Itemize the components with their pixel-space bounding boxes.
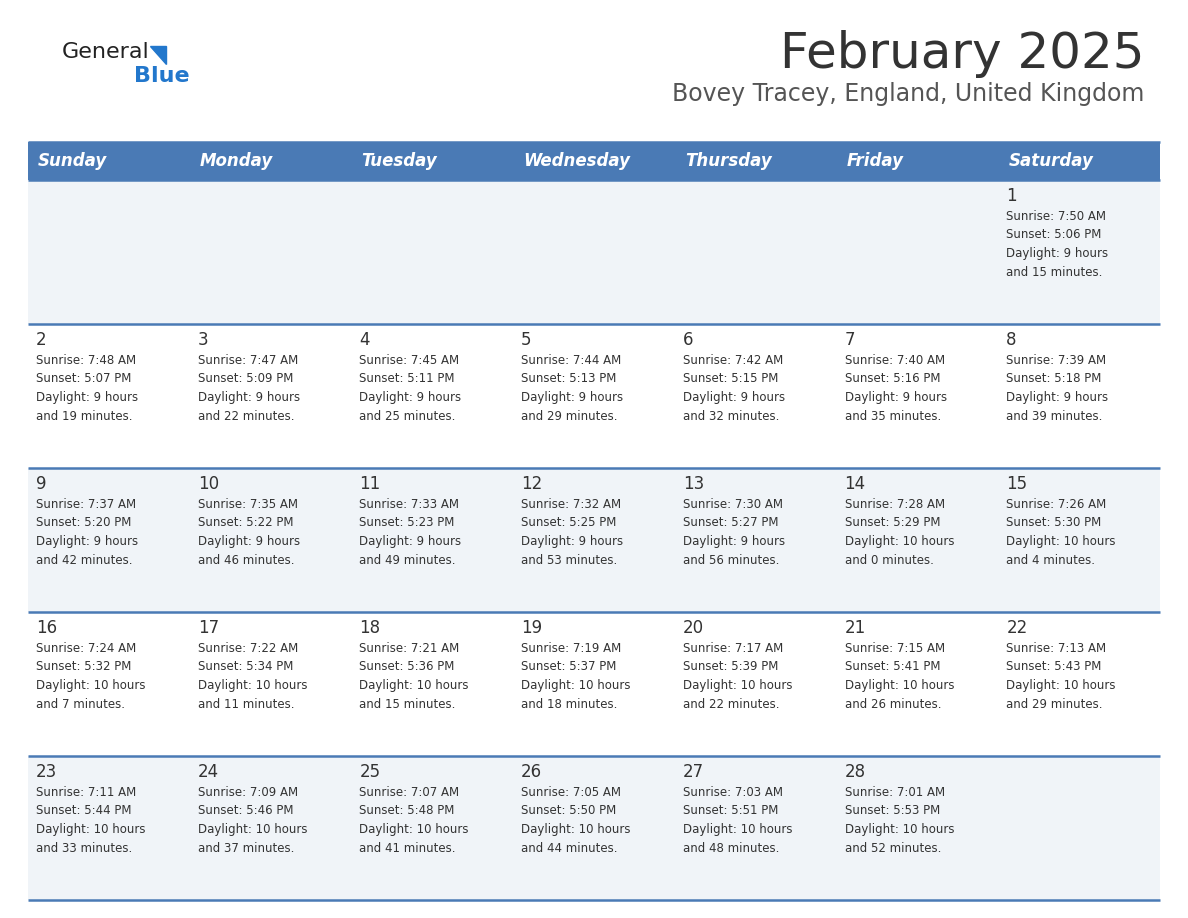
Text: Sunrise: 7:32 AM
Sunset: 5:25 PM
Daylight: 9 hours
and 53 minutes.: Sunrise: 7:32 AM Sunset: 5:25 PM Dayligh… (522, 498, 624, 566)
Bar (352, 142, 513, 180)
Text: 26: 26 (522, 763, 542, 781)
Text: Sunrise: 7:05 AM
Sunset: 5:50 PM
Daylight: 10 hours
and 44 minutes.: Sunrise: 7:05 AM Sunset: 5:50 PM Dayligh… (522, 786, 631, 855)
Text: Sunrise: 7:11 AM
Sunset: 5:44 PM
Daylight: 10 hours
and 33 minutes.: Sunrise: 7:11 AM Sunset: 5:44 PM Dayligh… (36, 786, 145, 855)
Bar (29, 756, 1159, 900)
Text: 22: 22 (1006, 619, 1028, 637)
Text: 15: 15 (1006, 475, 1028, 493)
Text: Sunrise: 7:50 AM
Sunset: 5:06 PM
Daylight: 9 hours
and 15 minutes.: Sunrise: 7:50 AM Sunset: 5:06 PM Dayligh… (1006, 210, 1108, 278)
Text: Blue: Blue (134, 66, 190, 86)
Text: 3: 3 (197, 331, 208, 349)
Text: Sunday: Sunday (38, 152, 107, 170)
Text: Saturday: Saturday (1009, 152, 1093, 170)
Text: Sunrise: 7:42 AM
Sunset: 5:15 PM
Daylight: 9 hours
and 32 minutes.: Sunrise: 7:42 AM Sunset: 5:15 PM Dayligh… (683, 354, 785, 422)
Text: Sunrise: 7:19 AM
Sunset: 5:37 PM
Daylight: 10 hours
and 18 minutes.: Sunrise: 7:19 AM Sunset: 5:37 PM Dayligh… (522, 642, 631, 711)
Text: Friday: Friday (847, 152, 904, 170)
Polygon shape (150, 46, 166, 64)
Text: 16: 16 (36, 619, 57, 637)
Text: Sunrise: 7:33 AM
Sunset: 5:23 PM
Daylight: 9 hours
and 49 minutes.: Sunrise: 7:33 AM Sunset: 5:23 PM Dayligh… (360, 498, 462, 566)
Text: Tuesday: Tuesday (361, 152, 437, 170)
Text: Sunrise: 7:39 AM
Sunset: 5:18 PM
Daylight: 9 hours
and 39 minutes.: Sunrise: 7:39 AM Sunset: 5:18 PM Dayligh… (1006, 354, 1108, 422)
Text: 9: 9 (36, 475, 46, 493)
Bar (29, 142, 190, 180)
Bar (29, 180, 1159, 324)
Text: Sunrise: 7:28 AM
Sunset: 5:29 PM
Daylight: 10 hours
and 0 minutes.: Sunrise: 7:28 AM Sunset: 5:29 PM Dayligh… (845, 498, 954, 566)
Text: Sunrise: 7:44 AM
Sunset: 5:13 PM
Daylight: 9 hours
and 29 minutes.: Sunrise: 7:44 AM Sunset: 5:13 PM Dayligh… (522, 354, 624, 422)
Bar (29, 324, 1159, 468)
Bar (513, 142, 675, 180)
Text: Sunrise: 7:37 AM
Sunset: 5:20 PM
Daylight: 9 hours
and 42 minutes.: Sunrise: 7:37 AM Sunset: 5:20 PM Dayligh… (36, 498, 138, 566)
Text: Sunrise: 7:45 AM
Sunset: 5:11 PM
Daylight: 9 hours
and 25 minutes.: Sunrise: 7:45 AM Sunset: 5:11 PM Dayligh… (360, 354, 462, 422)
Text: Sunrise: 7:22 AM
Sunset: 5:34 PM
Daylight: 10 hours
and 11 minutes.: Sunrise: 7:22 AM Sunset: 5:34 PM Dayligh… (197, 642, 308, 711)
Text: Sunrise: 7:13 AM
Sunset: 5:43 PM
Daylight: 10 hours
and 29 minutes.: Sunrise: 7:13 AM Sunset: 5:43 PM Dayligh… (1006, 642, 1116, 711)
Text: 19: 19 (522, 619, 542, 637)
Bar (836, 142, 998, 180)
Bar (29, 612, 1159, 756)
Text: 12: 12 (522, 475, 543, 493)
Text: 11: 11 (360, 475, 380, 493)
Text: 17: 17 (197, 619, 219, 637)
Text: 28: 28 (845, 763, 866, 781)
Text: Sunrise: 7:47 AM
Sunset: 5:09 PM
Daylight: 9 hours
and 22 minutes.: Sunrise: 7:47 AM Sunset: 5:09 PM Dayligh… (197, 354, 299, 422)
Text: 25: 25 (360, 763, 380, 781)
Text: 27: 27 (683, 763, 704, 781)
Text: Sunrise: 7:24 AM
Sunset: 5:32 PM
Daylight: 10 hours
and 7 minutes.: Sunrise: 7:24 AM Sunset: 5:32 PM Dayligh… (36, 642, 145, 711)
Bar (29, 468, 1159, 612)
Text: 23: 23 (36, 763, 57, 781)
Text: 10: 10 (197, 475, 219, 493)
Text: 14: 14 (845, 475, 866, 493)
Text: 20: 20 (683, 619, 704, 637)
Bar (998, 142, 1159, 180)
Text: 21: 21 (845, 619, 866, 637)
Text: Sunrise: 7:07 AM
Sunset: 5:48 PM
Daylight: 10 hours
and 41 minutes.: Sunrise: 7:07 AM Sunset: 5:48 PM Dayligh… (360, 786, 469, 855)
Text: 5: 5 (522, 331, 532, 349)
Text: Sunrise: 7:26 AM
Sunset: 5:30 PM
Daylight: 10 hours
and 4 minutes.: Sunrise: 7:26 AM Sunset: 5:30 PM Dayligh… (1006, 498, 1116, 566)
Text: Thursday: Thursday (684, 152, 772, 170)
Text: Sunrise: 7:15 AM
Sunset: 5:41 PM
Daylight: 10 hours
and 26 minutes.: Sunrise: 7:15 AM Sunset: 5:41 PM Dayligh… (845, 642, 954, 711)
Text: 13: 13 (683, 475, 704, 493)
Text: Sunrise: 7:48 AM
Sunset: 5:07 PM
Daylight: 9 hours
and 19 minutes.: Sunrise: 7:48 AM Sunset: 5:07 PM Dayligh… (36, 354, 138, 422)
Text: 18: 18 (360, 619, 380, 637)
Text: Bovey Tracey, England, United Kingdom: Bovey Tracey, England, United Kingdom (671, 82, 1144, 106)
Text: 24: 24 (197, 763, 219, 781)
Text: Sunrise: 7:30 AM
Sunset: 5:27 PM
Daylight: 9 hours
and 56 minutes.: Sunrise: 7:30 AM Sunset: 5:27 PM Dayligh… (683, 498, 785, 566)
Text: 7: 7 (845, 331, 855, 349)
Text: Sunrise: 7:01 AM
Sunset: 5:53 PM
Daylight: 10 hours
and 52 minutes.: Sunrise: 7:01 AM Sunset: 5:53 PM Dayligh… (845, 786, 954, 855)
Text: February 2025: February 2025 (779, 30, 1144, 78)
Text: Monday: Monday (200, 152, 273, 170)
Text: 2: 2 (36, 331, 46, 349)
Text: Sunrise: 7:17 AM
Sunset: 5:39 PM
Daylight: 10 hours
and 22 minutes.: Sunrise: 7:17 AM Sunset: 5:39 PM Dayligh… (683, 642, 792, 711)
Text: Sunrise: 7:40 AM
Sunset: 5:16 PM
Daylight: 9 hours
and 35 minutes.: Sunrise: 7:40 AM Sunset: 5:16 PM Dayligh… (845, 354, 947, 422)
Text: 6: 6 (683, 331, 694, 349)
Text: Wednesday: Wednesday (523, 152, 630, 170)
Text: General: General (62, 42, 150, 62)
Text: Sunrise: 7:03 AM
Sunset: 5:51 PM
Daylight: 10 hours
and 48 minutes.: Sunrise: 7:03 AM Sunset: 5:51 PM Dayligh… (683, 786, 792, 855)
Text: Sunrise: 7:21 AM
Sunset: 5:36 PM
Daylight: 10 hours
and 15 minutes.: Sunrise: 7:21 AM Sunset: 5:36 PM Dayligh… (360, 642, 469, 711)
Bar (675, 142, 836, 180)
Text: 1: 1 (1006, 187, 1017, 205)
Text: Sunrise: 7:35 AM
Sunset: 5:22 PM
Daylight: 9 hours
and 46 minutes.: Sunrise: 7:35 AM Sunset: 5:22 PM Dayligh… (197, 498, 299, 566)
Text: 4: 4 (360, 331, 369, 349)
Text: 8: 8 (1006, 331, 1017, 349)
Text: Sunrise: 7:09 AM
Sunset: 5:46 PM
Daylight: 10 hours
and 37 minutes.: Sunrise: 7:09 AM Sunset: 5:46 PM Dayligh… (197, 786, 308, 855)
Bar (190, 142, 352, 180)
